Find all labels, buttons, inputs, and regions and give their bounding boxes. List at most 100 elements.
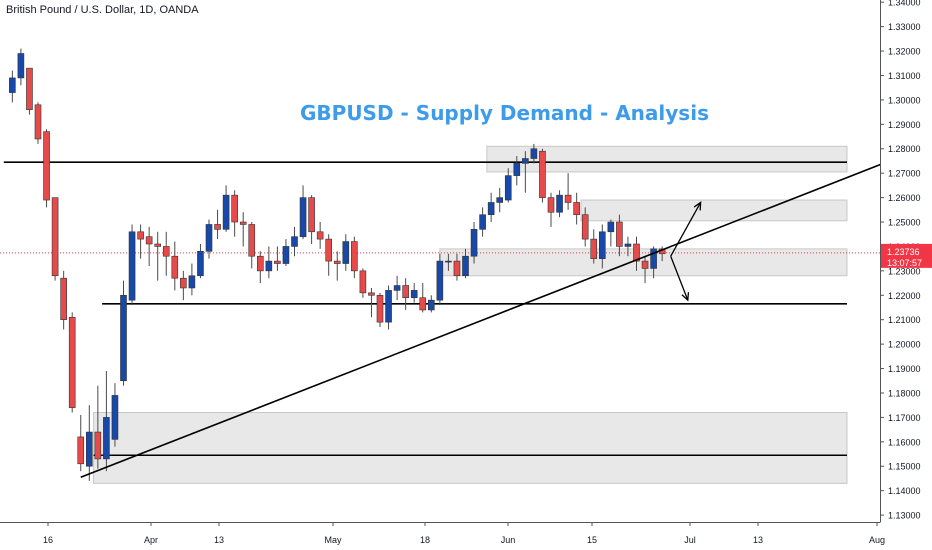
candle-body bbox=[43, 131, 50, 201]
price-tick-label: 1.26000 bbox=[888, 193, 921, 203]
candle bbox=[26, 67, 33, 115]
candle bbox=[205, 219, 213, 259]
arrow-head-0 bbox=[693, 201, 702, 211]
candle bbox=[34, 102, 42, 144]
candle bbox=[180, 270, 187, 301]
candle-body bbox=[351, 241, 358, 272]
candle-body bbox=[487, 202, 495, 215]
candle-body bbox=[470, 229, 478, 257]
candle bbox=[547, 192, 555, 227]
candle bbox=[231, 190, 238, 237]
candle bbox=[316, 222, 324, 249]
candle bbox=[274, 246, 281, 271]
candle-body bbox=[68, 316, 76, 408]
candle-body bbox=[94, 431, 102, 460]
candle-body bbox=[368, 292, 375, 296]
candle bbox=[393, 275, 401, 301]
candle-body bbox=[145, 236, 153, 245]
candle bbox=[607, 219, 615, 247]
candle bbox=[77, 414, 85, 472]
candle-body bbox=[274, 260, 281, 264]
candle bbox=[368, 287, 375, 318]
candle-body bbox=[376, 294, 384, 323]
candle bbox=[385, 285, 392, 330]
candle-body bbox=[402, 285, 409, 299]
price-tick-label: 1.22000 bbox=[888, 291, 921, 301]
zone-1 bbox=[486, 145, 848, 173]
candle-body bbox=[393, 285, 401, 291]
candle-body bbox=[308, 197, 315, 233]
price-tag-box bbox=[881, 243, 932, 268]
candle bbox=[265, 246, 273, 279]
symbol-title: British Pound / U.S. Dollar, 1D, OANDA bbox=[6, 4, 199, 16]
candle bbox=[222, 185, 230, 232]
candle-body bbox=[291, 236, 298, 247]
candle bbox=[564, 173, 572, 210]
candle bbox=[111, 383, 119, 447]
candle-body bbox=[325, 238, 333, 262]
candle bbox=[556, 190, 563, 218]
candle bbox=[351, 236, 358, 279]
analysis-title: GBPUSD - Supply Demand - Analysis bbox=[300, 101, 709, 125]
candle-body bbox=[607, 221, 615, 233]
price-tick-label: 1.33000 bbox=[888, 22, 921, 32]
candle-body bbox=[419, 297, 427, 311]
candle bbox=[436, 253, 444, 306]
candle bbox=[513, 156, 521, 186]
candle bbox=[453, 253, 461, 281]
candle-body bbox=[17, 53, 25, 79]
candle-body bbox=[239, 221, 247, 225]
candle-body bbox=[86, 431, 93, 467]
candle-body bbox=[299, 197, 307, 237]
candle bbox=[145, 226, 153, 266]
candle bbox=[137, 224, 144, 259]
trendline bbox=[80, 143, 932, 478]
candle-body bbox=[445, 260, 452, 263]
price-tag-value: 1.23736 bbox=[887, 247, 920, 257]
candle-body bbox=[26, 67, 33, 110]
price-tick-label: 1.15000 bbox=[888, 462, 921, 472]
horizontal-levels bbox=[0, 161, 880, 457]
candle-body bbox=[496, 197, 504, 203]
time-tick-label: 13 bbox=[214, 535, 224, 545]
price-tick-label: 1.18000 bbox=[888, 388, 921, 398]
candle bbox=[376, 292, 384, 328]
candle bbox=[248, 222, 256, 269]
zone-2 bbox=[580, 199, 848, 222]
candle bbox=[43, 129, 50, 208]
candle-body bbox=[453, 260, 461, 277]
time-tick-label: 15 bbox=[587, 535, 597, 545]
price-tick-label: 1.29000 bbox=[888, 120, 921, 130]
candle-body bbox=[51, 197, 59, 277]
candle-body bbox=[103, 417, 110, 460]
candle bbox=[402, 278, 409, 310]
candle-body bbox=[504, 175, 512, 201]
candle-body bbox=[256, 255, 264, 272]
time-tick-label: Apr bbox=[144, 535, 158, 545]
candle-body bbox=[162, 246, 170, 257]
projection-arrow-1 bbox=[670, 255, 689, 301]
candle-body bbox=[137, 231, 144, 240]
price-tick-label: 1.23000 bbox=[888, 266, 921, 276]
candle bbox=[103, 370, 110, 472]
candle-body bbox=[590, 238, 598, 259]
candle-body bbox=[598, 231, 606, 259]
candle-body bbox=[513, 163, 521, 176]
price-tick-label: 1.17000 bbox=[888, 413, 921, 423]
candle-body bbox=[522, 158, 529, 164]
candle bbox=[256, 251, 264, 284]
candle-body bbox=[581, 214, 589, 240]
candle-body bbox=[9, 77, 16, 93]
candle-body bbox=[171, 255, 179, 279]
candle-body bbox=[214, 224, 221, 230]
candle-body bbox=[539, 150, 546, 198]
candle bbox=[120, 280, 127, 386]
candle bbox=[410, 283, 418, 303]
candle-body bbox=[265, 260, 273, 272]
candle-body bbox=[650, 248, 657, 269]
price-tick-label: 1.13000 bbox=[888, 511, 921, 521]
candle bbox=[333, 251, 341, 281]
time-axis: 16 Apr 13 May 18 Jun 15 Jul 13 Aug bbox=[0, 522, 885, 545]
